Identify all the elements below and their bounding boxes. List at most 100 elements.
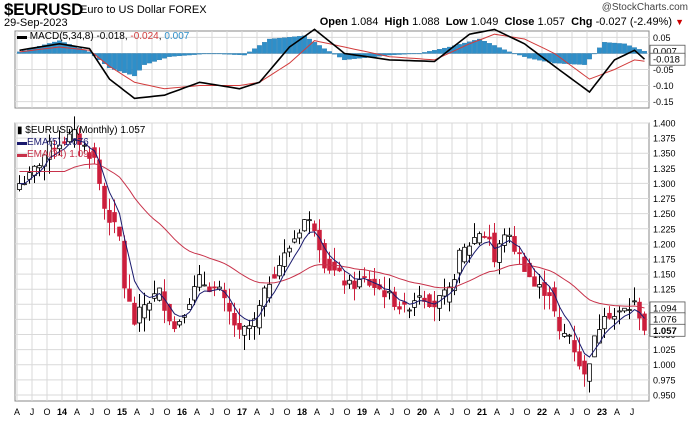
candle-body (202, 284, 207, 287)
price-tick-label: 1.275 (653, 194, 676, 204)
candle-body (242, 325, 247, 336)
candle-body (627, 309, 632, 311)
candle-body (302, 219, 307, 232)
x-tick-label: A (554, 407, 560, 417)
x-tick-label: J (450, 407, 455, 417)
x-tick-label: A (254, 407, 260, 417)
symbol-title: $EURUSD (4, 0, 84, 19)
price-tick-label: 1.025 (653, 345, 676, 355)
candle-body (217, 286, 222, 290)
candle-body (342, 280, 347, 286)
macd-hist-bar (132, 53, 137, 77)
candle-body (47, 140, 52, 160)
macd-hist-bar (252, 48, 257, 54)
candle-body (362, 276, 367, 278)
macd-hist-bar (317, 45, 322, 54)
ema34-label: EMA(34) 1.094 (27, 149, 95, 160)
macd-hist-bar (82, 49, 87, 54)
candle-body (612, 316, 617, 320)
macd-hist-bar (312, 42, 317, 54)
macd-hist-bar (137, 53, 142, 71)
macd-hist-bar (222, 53, 227, 55)
price-tick-label: 1.200 (653, 239, 676, 249)
candle-body (192, 286, 197, 301)
macd-hist-bar (262, 42, 267, 54)
close-value: 1.057 (537, 16, 565, 28)
open-value: 1.084 (350, 16, 379, 28)
symbol-description: Euro to US Dollar FOREX (80, 4, 207, 16)
macd-hist-bar (572, 53, 577, 65)
x-tick-label: 21 (477, 407, 487, 417)
macd-hist-bar (392, 53, 397, 55)
candle-body (247, 325, 252, 330)
macd-signal-value: -0.024 (130, 31, 159, 42)
candle-body (112, 212, 117, 223)
chart-date: 29-Sep-2023 (4, 17, 68, 29)
candle-body (557, 316, 562, 332)
macd-hist-bar (577, 53, 582, 65)
macd-hist-bar (322, 48, 327, 54)
x-tick-label: A (74, 407, 80, 417)
candle-body (282, 252, 287, 267)
macd-hist-bar (247, 51, 252, 54)
macd-name: MACD(5,34,8) (29, 31, 94, 42)
macd-hist-bar (232, 53, 237, 55)
macd-line-tag-box (649, 52, 686, 66)
macd-hist-bar (172, 53, 177, 57)
macd-hist-bar (272, 38, 277, 54)
x-tick-label: A (434, 407, 440, 417)
candle-body (352, 280, 357, 289)
macd-hist-bar (77, 47, 82, 54)
macd-hist-bar (417, 53, 422, 55)
macd-hist-bar (352, 53, 357, 59)
description-text: Euro to US Dollar (80, 4, 166, 16)
candle-body (312, 223, 317, 232)
candle-body (137, 306, 142, 324)
price-tick-label: 1.225 (653, 224, 676, 234)
candle-body (542, 282, 547, 296)
price-tick-label: 1.300 (653, 179, 676, 189)
macd-hist-bar (177, 53, 182, 57)
macd-hist-bar (487, 43, 492, 54)
candle-body (507, 234, 512, 237)
x-tick-label: A (314, 407, 320, 417)
candle-body (237, 323, 242, 330)
macd-hist-bar (597, 47, 602, 54)
macd-hist-bar (242, 53, 247, 56)
macd-hist-bar (462, 42, 467, 54)
candle-body (172, 321, 177, 330)
price-tick-label: 1.175 (653, 254, 676, 264)
macd-hist-bar (402, 53, 407, 55)
x-tick-label: O (523, 407, 530, 417)
candle-body (367, 279, 372, 286)
macd-hist-bar (237, 53, 242, 55)
macd-hist-bar (277, 37, 282, 54)
x-tick-label: J (90, 407, 95, 417)
chg-value: -0.027 (-2.49%) (595, 16, 673, 28)
x-tick-label: O (583, 407, 590, 417)
price-emas (19, 138, 645, 358)
candle-body (212, 286, 217, 289)
candle-body (357, 279, 362, 288)
candle-body (287, 247, 292, 253)
candle-body (582, 360, 587, 375)
price-tick-label: 0.950 (653, 390, 676, 400)
macd-hist-bar (227, 53, 232, 55)
macd-hist-bar (467, 41, 472, 54)
macd-line-tag-text: -0.018 (653, 55, 680, 66)
macd-hist-bar (622, 43, 627, 54)
macd-hist-bar (397, 53, 402, 55)
macd-hist-value: 0.007 (164, 31, 190, 42)
candle-body (407, 309, 412, 312)
candle-body (322, 243, 327, 269)
low-label: Low (445, 16, 468, 28)
candle-body (502, 234, 507, 246)
price-tick-label: 1.350 (653, 149, 676, 159)
macd-hist-bar (482, 41, 487, 54)
stockcharts-watermark: @StockCharts.com (601, 2, 688, 13)
low-value: 1.049 (470, 16, 499, 28)
candle-body (177, 320, 182, 326)
exchange-text: FOREX (168, 4, 207, 16)
candle-body (347, 279, 352, 285)
candle-body (52, 147, 57, 150)
